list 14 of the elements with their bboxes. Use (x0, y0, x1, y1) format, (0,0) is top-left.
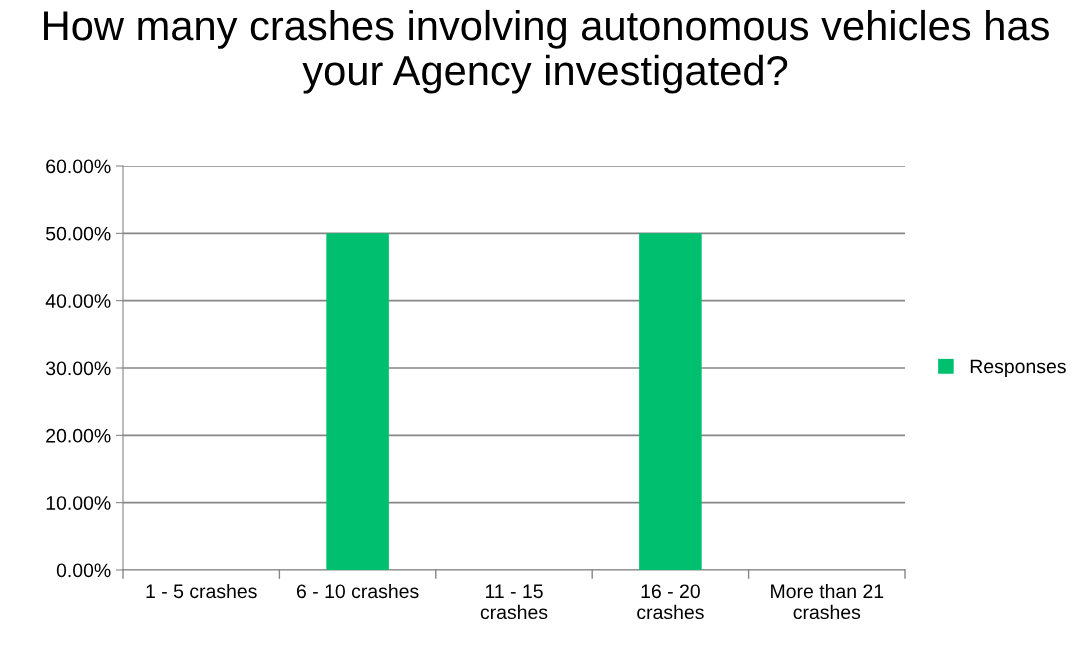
y-tick-label: 0.00% (56, 563, 111, 578)
y-tick-label: 60.00% (46, 159, 111, 174)
y-tick-label: 20.00% (46, 428, 111, 443)
y-tick-label: 50.00% (46, 226, 111, 241)
x-tick-label: 6 - 10 crashes (296, 583, 419, 599)
x-tick-label: 16 - 20 crashes (637, 584, 704, 620)
x-tick-label: 1 - 5 crashes (146, 583, 257, 599)
legend-label: Responses (970, 359, 1066, 378)
x-tick-label: More than 21 crashes (771, 583, 884, 620)
chart-title: How many crashes involving autonomous vehicles has your Agency investigated? (44, 9, 1049, 94)
x-tick-label: 11 - 15 crashes (480, 584, 548, 620)
y-tick-label: 10.00% (46, 496, 111, 510)
y-tick-label: 40.00% (45, 294, 111, 308)
y-tick-label: 30.00% (45, 361, 111, 376)
